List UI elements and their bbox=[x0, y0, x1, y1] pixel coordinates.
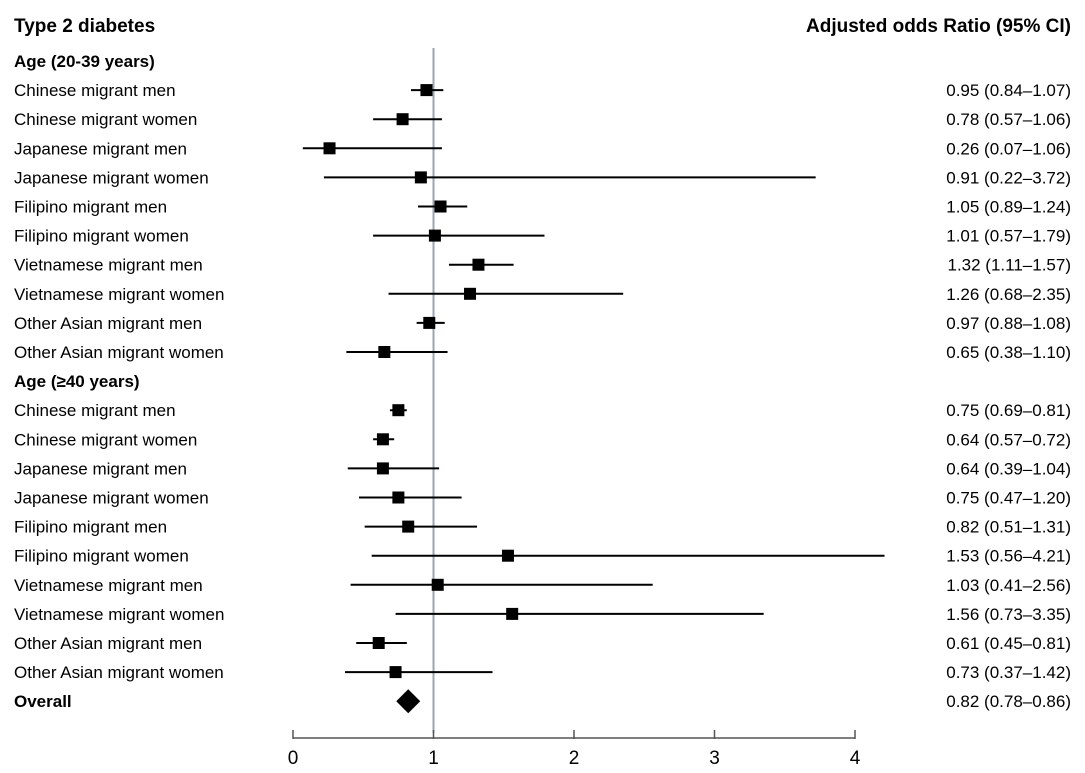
odds-ratio-value: 1.05 (0.89–1.24) bbox=[946, 198, 1071, 217]
forest-row: Other Asian migrant men 0.97 (0.88–1.08) bbox=[14, 314, 1071, 333]
forest-row: Filipino migrant women 1.53 (0.56–4.21) bbox=[14, 547, 1071, 566]
point-estimate-square bbox=[506, 607, 519, 620]
x-axis: 0 1 2 3 4 bbox=[288, 730, 861, 769]
forest-row: Vietnamese migrant men 1.32 (1.11–1.57) bbox=[14, 256, 1071, 275]
point-estimate-square bbox=[414, 171, 427, 184]
point-estimate-square bbox=[396, 113, 409, 126]
row-label: Filipino migrant women bbox=[14, 547, 189, 566]
group-header-row: Age (20-39 years) bbox=[14, 52, 155, 71]
point-estimate-square bbox=[376, 433, 389, 446]
row-label: Vietnamese migrant women bbox=[14, 285, 224, 304]
forest-row: Chinese migrant women 0.64 (0.57–0.72) bbox=[14, 430, 1071, 449]
row-label: Filipino migrant men bbox=[14, 198, 167, 217]
forest-row: Japanese migrant women 0.91 (0.22–3.72) bbox=[14, 168, 1071, 187]
forest-row: Japanese migrant women 0.75 (0.47–1.20) bbox=[14, 489, 1071, 508]
odds-ratio-value: 0.78 (0.57–1.06) bbox=[946, 110, 1071, 129]
point-estimate-square bbox=[402, 520, 415, 533]
odds-ratio-value: 0.97 (0.88–1.08) bbox=[946, 314, 1071, 333]
row-label: Vietnamese migrant women bbox=[14, 605, 224, 624]
x-tick-label: 4 bbox=[850, 748, 861, 769]
odds-ratio-value: 0.73 (0.37–1.42) bbox=[946, 663, 1071, 682]
row-label: Chinese migrant women bbox=[14, 430, 197, 449]
row-label: Chinese migrant men bbox=[14, 81, 176, 100]
odds-ratio-value: 0.64 (0.39–1.04) bbox=[946, 459, 1071, 478]
x-tick-label: 3 bbox=[709, 748, 720, 769]
row-label: Filipino migrant men bbox=[14, 518, 167, 537]
row-label: Filipino migrant women bbox=[14, 227, 189, 246]
row-label: Japanese migrant women bbox=[14, 489, 209, 508]
point-estimate-square bbox=[434, 200, 447, 213]
odds-ratio-value: 1.32 (1.11–1.57) bbox=[948, 256, 1072, 275]
point-estimate-square bbox=[389, 666, 402, 679]
forest-row: Filipino migrant men 0.82 (0.51–1.31) bbox=[14, 518, 1071, 537]
point-estimate-square bbox=[323, 142, 336, 155]
row-label: Other Asian migrant men bbox=[14, 314, 202, 333]
overall-diamond bbox=[396, 689, 421, 714]
forest-row: Chinese migrant men 0.75 (0.69–0.81) bbox=[14, 401, 1071, 420]
overall-row: Overall 0.82 (0.78–0.86) bbox=[14, 689, 1071, 714]
odds-ratio-value: 1.03 (0.41–2.56) bbox=[946, 576, 1071, 595]
odds-ratio-value: 0.61 (0.45–0.81) bbox=[946, 634, 1071, 653]
forest-row: Filipino migrant women 1.01 (0.57–1.79) bbox=[14, 227, 1071, 246]
forest-row: Vietnamese migrant women 1.56 (0.73–3.35) bbox=[14, 605, 1071, 624]
point-estimate-square bbox=[392, 404, 405, 417]
row-label: Japanese migrant men bbox=[14, 459, 187, 478]
odds-ratio-value: 0.75 (0.69–0.81) bbox=[946, 401, 1071, 420]
forest-row: Other Asian migrant women 0.65 (0.38–1.10… bbox=[14, 343, 1071, 362]
odds-ratio-value: 1.26 (0.68–2.35) bbox=[946, 285, 1071, 304]
point-estimate-square bbox=[472, 258, 485, 271]
x-tick-label: 0 bbox=[288, 748, 299, 769]
point-estimate-square bbox=[372, 637, 385, 649]
forest-row: Filipino migrant men 1.05 (0.89–1.24) bbox=[14, 198, 1071, 217]
forest-row: Japanese migrant men 0.26 (0.07–1.06) bbox=[14, 139, 1071, 158]
forest-row: Vietnamese migrant women 1.26 (0.68–2.35) bbox=[14, 285, 1071, 304]
forest-row: Vietnamese migrant men 1.03 (0.41–2.56) bbox=[14, 576, 1071, 595]
row-label: Other Asian migrant women bbox=[14, 663, 224, 682]
odds-ratio-value: 1.01 (0.57–1.79) bbox=[946, 227, 1071, 246]
forest-row: Chinese migrant women 0.78 (0.57–1.06) bbox=[14, 110, 1071, 129]
row-label: Vietnamese migrant men bbox=[14, 576, 203, 595]
group-header-row: Age (≥40 years) bbox=[14, 372, 140, 391]
odds-ratio-value: 0.64 (0.57–0.72) bbox=[946, 430, 1071, 449]
point-estimate-square bbox=[501, 549, 514, 562]
x-tick-label: 1 bbox=[428, 748, 439, 769]
forest-row: Chinese migrant men 0.95 (0.84–1.07) bbox=[14, 81, 1071, 100]
odds-ratio-value: 0.82 (0.51–1.31) bbox=[946, 518, 1071, 537]
forest-row: Japanese migrant men 0.64 (0.39–1.04) bbox=[14, 459, 1071, 478]
value-column-header: Adjusted odds Ratio (95% CI) bbox=[806, 16, 1071, 37]
odds-ratio-value: 0.91 (0.22–3.72) bbox=[946, 168, 1071, 187]
point-estimate-square bbox=[376, 462, 389, 475]
row-label: Other Asian migrant women bbox=[14, 343, 224, 362]
row-label: Vietnamese migrant men bbox=[14, 256, 203, 275]
point-estimate-square bbox=[392, 491, 405, 504]
row-label: Chinese migrant men bbox=[14, 401, 176, 420]
row-label: Chinese migrant women bbox=[14, 110, 197, 129]
forest-row: Other Asian migrant men 0.61 (0.45–0.81) bbox=[14, 634, 1071, 653]
point-estimate-square bbox=[423, 316, 436, 329]
forest-row: Other Asian migrant women 0.73 (0.37–1.42… bbox=[14, 663, 1071, 682]
forest-rows: Age (20-39 years) Chinese migrant men 0.95… bbox=[14, 52, 1071, 714]
odds-ratio-value: 1.53 (0.56–4.21) bbox=[946, 547, 1071, 566]
row-label: Japanese migrant women bbox=[14, 168, 209, 187]
odds-ratio-value: 0.95 (0.84–1.07) bbox=[946, 81, 1071, 100]
odds-ratio-value: 0.65 (0.38–1.10) bbox=[946, 343, 1071, 362]
point-estimate-square bbox=[420, 84, 433, 97]
group-label: Age (20-39 years) bbox=[14, 52, 155, 71]
point-estimate-square bbox=[428, 229, 441, 242]
odds-ratio-value: 1.56 (0.73–3.35) bbox=[946, 605, 1071, 624]
odds-ratio-value: 0.82 (0.78–0.86) bbox=[946, 692, 1071, 711]
row-label: Japanese migrant men bbox=[14, 139, 187, 158]
chart-title: Type 2 diabetes bbox=[14, 16, 155, 37]
row-label: Other Asian migrant men bbox=[14, 634, 202, 653]
odds-ratio-value: 0.75 (0.47–1.20) bbox=[946, 489, 1071, 508]
group-label: Age (≥40 years) bbox=[14, 372, 140, 391]
x-tick-label: 2 bbox=[569, 748, 580, 769]
point-estimate-square bbox=[378, 346, 391, 358]
odds-ratio-value: 0.26 (0.07–1.06) bbox=[946, 139, 1071, 158]
point-estimate-square bbox=[431, 578, 444, 591]
row-label: Overall bbox=[14, 692, 72, 711]
point-estimate-square bbox=[464, 287, 477, 300]
